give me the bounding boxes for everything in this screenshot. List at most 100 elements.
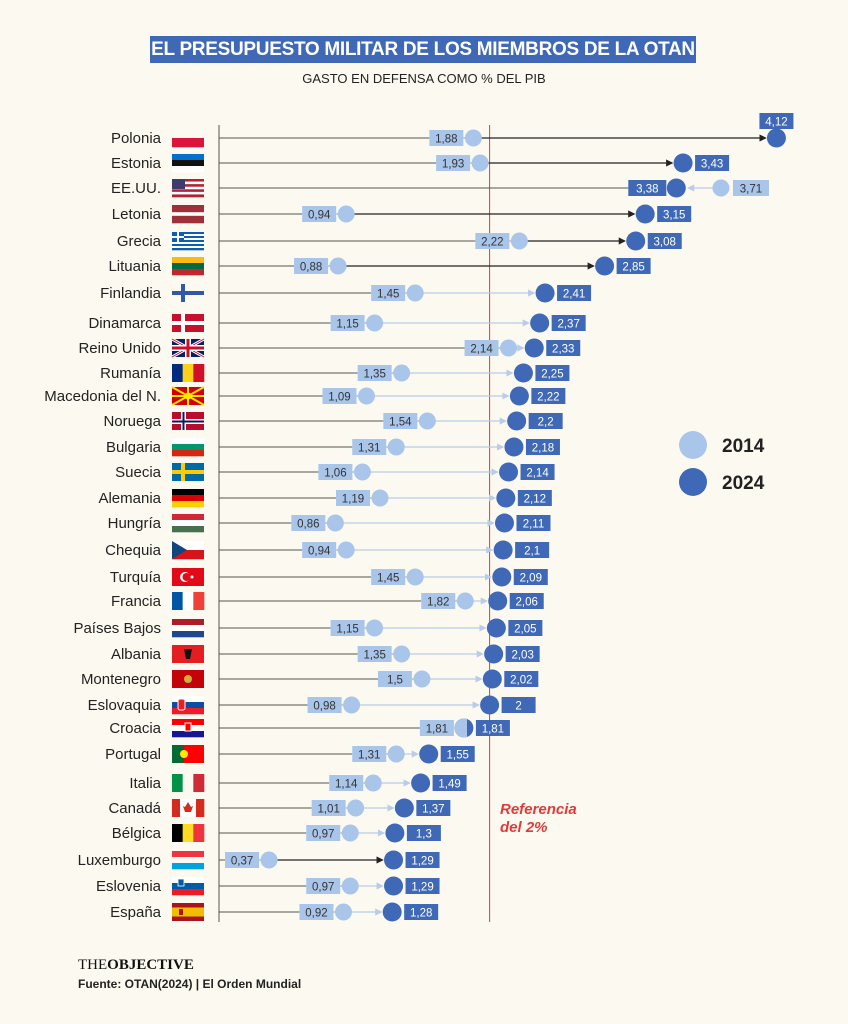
label-2024-box [525, 439, 560, 455]
dot-2014 [406, 284, 424, 302]
label-2014-text: 1,06 [324, 468, 346, 480]
label-2014-box [732, 180, 769, 196]
flag-icon-portugal [172, 745, 204, 763]
label-2014-text: 1,81 [426, 724, 448, 736]
flag-icon-dinamarca [172, 314, 204, 332]
chart-subtitle: GASTO EN DEFENSA COMO % DEL PIB [302, 71, 546, 86]
label-2024: 1,29 [405, 852, 440, 868]
label-2024-text: 1,81 [482, 724, 504, 736]
dot-2014 [341, 877, 359, 895]
dot-2014 [418, 412, 436, 430]
label-2024-text: 2,22 [537, 392, 559, 404]
flag-icon-ee-uu- [172, 179, 204, 198]
label-2024-text: 2,85 [622, 262, 644, 274]
dot-2024 [524, 338, 544, 358]
dot-2014 [413, 670, 431, 688]
label-2024-box [504, 671, 539, 687]
label-2014-text: 1,93 [442, 159, 464, 171]
label-2014-box [330, 620, 365, 636]
label-2024: 2,22 [531, 388, 566, 404]
label-2024-box [551, 315, 586, 331]
label-2024-text: 2,14 [526, 468, 549, 480]
label-2014-box [371, 569, 406, 585]
label-2024-text: 1,3 [416, 829, 432, 841]
dot-2014 [371, 489, 389, 507]
label-2014: 0,97 [306, 825, 341, 841]
label-2014: 0,97 [306, 878, 341, 894]
label-2024-box [508, 620, 543, 636]
label-2014-box [357, 365, 392, 381]
label-2014-text: 0,98 [313, 701, 335, 713]
label-2024: 3,08 [647, 233, 682, 249]
flag-icon-polonia [172, 129, 204, 148]
row-francia: Francia [111, 591, 508, 611]
country-label: Países Bajos [73, 620, 161, 637]
country-label: Eslovenia [96, 878, 162, 895]
label-2014-box [225, 852, 260, 868]
row-ruman-a: Rumanía [100, 363, 533, 383]
label-2024-text: 2,33 [552, 344, 574, 356]
label-2014-text: 1,54 [389, 417, 412, 429]
label-2014: 0,86 [291, 515, 326, 531]
dot-2024 [492, 567, 512, 587]
row-lituania: Lituania [108, 256, 615, 276]
row-turqu-a: Turquía [110, 567, 512, 587]
label-2024-text: 1,29 [411, 882, 433, 894]
dot-2014 [337, 541, 355, 559]
legend-2024-label: 2024 [722, 473, 765, 494]
label-2024-text: 1,55 [447, 750, 469, 762]
dot-2014 [347, 799, 365, 817]
label-2014: 0,94 [302, 206, 337, 222]
label-2024-box [535, 365, 570, 381]
label-2024-box [695, 155, 730, 171]
label-2014-text: 1,15 [336, 624, 358, 636]
label-2024-text: 3,15 [663, 210, 685, 222]
label-2024: 2,05 [508, 620, 543, 636]
dot-2024 [411, 773, 431, 793]
row-letonia: Letonia [112, 204, 655, 224]
label-2024-box [528, 413, 563, 429]
dot-2014 [456, 592, 474, 610]
flag-icon-pa-ses-bajos [172, 619, 204, 638]
label-2024-text: 1,37 [422, 804, 444, 816]
label-2024-text: 2,37 [557, 319, 579, 331]
reference-label: del 2% [500, 819, 548, 836]
country-label: EE.UU. [111, 180, 161, 197]
dot-2014 [341, 824, 359, 842]
label-2024-text: 2,06 [516, 597, 538, 609]
label-2024: 2,12 [517, 490, 552, 506]
country-label: Turquía [110, 569, 162, 586]
dot-2014 [326, 514, 344, 532]
dot-2024 [496, 488, 516, 508]
label-2024-box [505, 646, 540, 662]
label-2024: 2,06 [509, 593, 544, 609]
country-label: Alemania [98, 490, 161, 507]
dot-2024 [504, 437, 524, 457]
label-2024: 2,18 [525, 439, 560, 455]
label-2024-text: 2,05 [514, 624, 536, 636]
label-2024-box [657, 206, 692, 222]
label-2024-box [531, 388, 566, 404]
label-2014: 0,37 [225, 852, 260, 868]
row-albania: Albania [111, 644, 504, 664]
row-alemania: Alemania [98, 488, 516, 508]
label-2024-text: 2,02 [510, 675, 532, 687]
dot-2024 [766, 128, 786, 148]
flag-icon-francia [172, 592, 205, 610]
label-2014: 0,88 [294, 258, 329, 274]
label-2014-box [306, 878, 341, 894]
label-2024: 1,81 [475, 720, 510, 736]
label-2014-text: 2,22 [481, 237, 503, 249]
brand-the: THE [78, 957, 108, 973]
label-2014-text: 1,5 [387, 675, 403, 687]
flag-icon-luxemburgo [172, 851, 204, 870]
dot-2014 [406, 568, 424, 586]
label-2014-box [357, 646, 392, 662]
country-label: Estonia [111, 155, 162, 172]
row-espa-a: España [110, 902, 402, 922]
row-pa-ses-bajos: Países Bajos [73, 618, 506, 638]
label-2024-text: 3,38 [636, 184, 658, 196]
dot-2024 [673, 153, 693, 173]
label-2014: 1,81 [419, 720, 454, 736]
